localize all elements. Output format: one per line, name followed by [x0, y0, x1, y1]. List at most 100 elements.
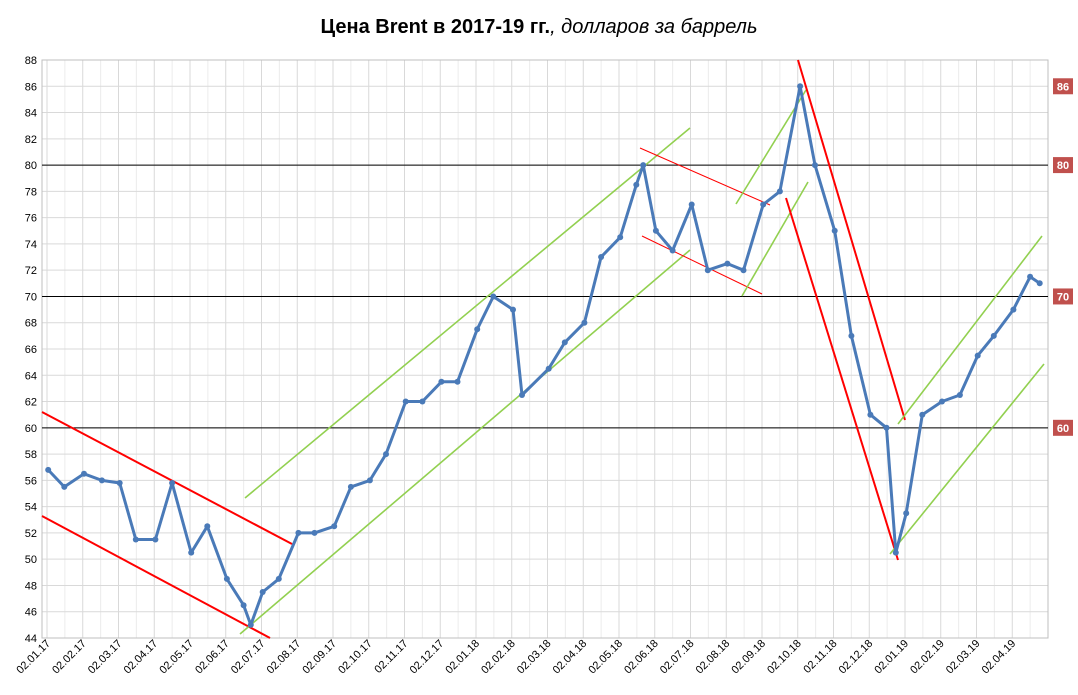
brent-price-point	[331, 523, 338, 530]
y-tick-label: 60	[25, 423, 37, 435]
x-tick-label: 02.02.17	[50, 638, 89, 677]
y-tick-label: 56	[25, 475, 37, 487]
y-tick-label: 84	[25, 108, 37, 120]
x-tick-label: 02.07.18	[658, 638, 697, 677]
level-badge-60	[1053, 419, 1073, 436]
brent-price-point	[545, 365, 552, 372]
brent-price-point	[633, 181, 640, 188]
brent-price-point	[402, 398, 409, 405]
brent-price-point	[990, 332, 997, 339]
y-tick-label: 66	[25, 344, 37, 356]
level-badge-label-80: 80	[1057, 160, 1069, 172]
brent-price-point	[903, 510, 910, 517]
x-tick-label: 02.06.17	[193, 638, 232, 677]
brent-price-point	[490, 293, 497, 300]
y-tick-label: 78	[25, 186, 37, 198]
brent-price-point	[797, 83, 804, 90]
chart-title: Цена Brent в 2017-19 гг., долларов за ба…	[0, 16, 1078, 39]
y-tick-label: 86	[25, 81, 37, 93]
brent-price-point	[581, 319, 588, 326]
brent-price-point	[919, 411, 926, 418]
brent-price-point	[760, 201, 767, 208]
brent-price-point	[152, 536, 159, 543]
x-tick-label: 02.04.19	[980, 638, 1019, 677]
brent-price-point	[652, 227, 659, 234]
y-tick-label: 70	[25, 291, 37, 303]
x-tick-label: 02.02.18	[479, 638, 518, 677]
x-tick-label: 02.09.18	[729, 638, 768, 677]
x-tick-label: 02.11.17	[372, 638, 410, 676]
brent-price-point	[1010, 306, 1017, 313]
level-badge-70	[1053, 288, 1073, 305]
y-tick-label: 72	[25, 265, 37, 277]
brent-price-point	[598, 254, 605, 260]
brent-price-point	[561, 339, 568, 346]
x-tick-label: 02.01.18	[443, 638, 482, 677]
y-tick-label: 44	[25, 633, 37, 645]
chart-title-main: Цена Brent в 2017-19 гг.	[320, 16, 551, 38]
x-tick-label: 02.03.19	[944, 638, 983, 677]
brent-price-point	[669, 247, 676, 254]
brent-price-point	[240, 602, 247, 609]
trend-channel-line	[797, 59, 906, 421]
brent-price-point	[939, 398, 945, 405]
y-tick-label: 76	[25, 213, 37, 225]
brent-price-point	[223, 575, 230, 582]
y-tick-label: 68	[25, 318, 37, 330]
brent-price-point	[45, 466, 52, 473]
x-tick-label: 02.02.19	[908, 638, 947, 677]
brent-price-line	[47, 84, 1041, 627]
brent-price-point	[295, 529, 302, 536]
brent-price-point	[640, 162, 647, 169]
y-tick-label: 54	[25, 502, 37, 514]
brent-price-point	[831, 227, 838, 234]
level-badge-label-86: 86	[1057, 81, 1069, 93]
brent-price-point	[247, 621, 254, 628]
brent-price-point	[510, 306, 516, 313]
x-tick-label: 02.08.18	[694, 638, 733, 677]
brent-price-point	[848, 332, 855, 339]
brent-price-point	[81, 470, 87, 477]
brent-price-point	[438, 378, 445, 385]
trend-channel-line	[41, 411, 293, 545]
brent-price-point	[892, 549, 899, 556]
y-tick-label: 82	[25, 134, 37, 146]
y-tick-label: 74	[25, 239, 37, 251]
x-tick-label: 02.04.17	[122, 638, 161, 677]
brent-price-point	[188, 549, 195, 556]
trend-channel-line	[639, 147, 771, 206]
brent-price-point	[383, 451, 389, 458]
x-tick-label: 02.11.18	[801, 638, 839, 676]
trend-channel-line	[889, 363, 1045, 555]
y-tick-label: 50	[25, 554, 37, 566]
y-tick-label: 88	[25, 55, 37, 67]
level-badge-86	[1053, 78, 1073, 95]
brent-price-point	[474, 326, 481, 333]
brent-price-point	[617, 234, 624, 241]
y-tick-label: 64	[25, 370, 37, 382]
y-tick-label: 80	[25, 160, 37, 172]
trend-channel-line	[239, 249, 691, 635]
x-tick-label: 02.12.18	[837, 638, 876, 677]
trend-channel-line	[641, 235, 763, 295]
brent-price-point	[275, 575, 282, 582]
brent-price-point	[454, 378, 461, 385]
x-tick-label: 02.10.17	[336, 638, 375, 677]
trend-channel-line	[741, 181, 809, 297]
y-tick-label: 46	[25, 607, 37, 619]
level-badge-label-60: 60	[1057, 423, 1069, 435]
level-badge-label-70: 70	[1057, 291, 1069, 303]
y-tick-label: 48	[25, 580, 37, 592]
level-badge-80	[1053, 157, 1073, 174]
x-tick-label: 02.05.18	[586, 638, 625, 677]
brent-price-point	[704, 267, 711, 274]
brent-price-point	[347, 483, 354, 490]
brent-price-point	[974, 352, 981, 359]
x-tick-label: 02.05.17	[157, 638, 196, 677]
brent-price-point	[61, 483, 68, 490]
x-tick-label: 02.03.18	[515, 638, 554, 677]
brent-price-point	[419, 398, 426, 405]
x-tick-label: 02.01.19	[872, 638, 911, 677]
plot-frame	[41, 59, 1049, 639]
